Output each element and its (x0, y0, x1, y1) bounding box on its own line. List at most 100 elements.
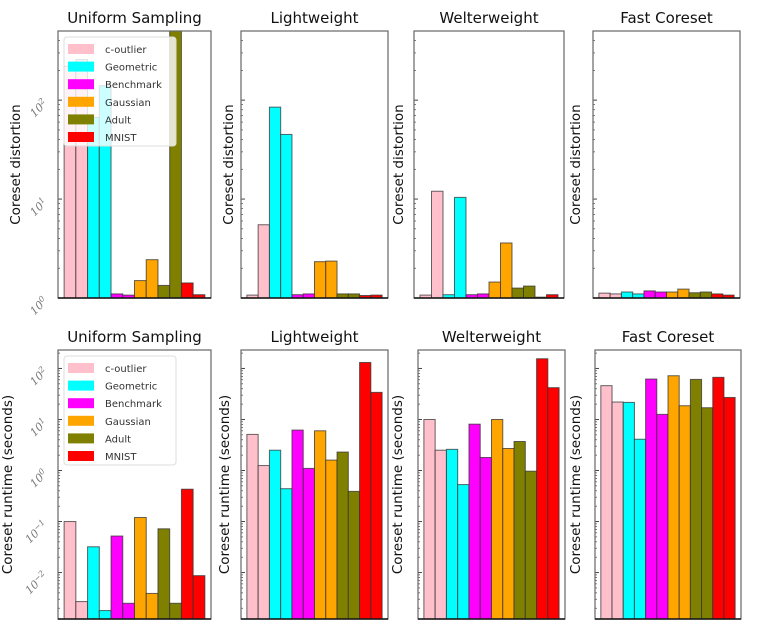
bar-c-outlier-2 (257, 465, 270, 619)
bar-mnist-1 (180, 282, 194, 298)
bar-c-outlier-2 (257, 224, 270, 298)
legend-swatch-c-outlier (68, 363, 94, 373)
tick-exponent: 1 (37, 195, 47, 205)
bar-benchmark-2 (656, 413, 669, 619)
y-axis-label: Coreset distortion (221, 104, 237, 225)
bar-benchmark-1 (110, 535, 124, 619)
bar-mnist-2 (546, 294, 559, 298)
bar-gaussian-1 (667, 375, 680, 619)
bar-adult-1 (688, 292, 701, 298)
bar-c-outlier-1 (423, 418, 436, 619)
legend-label: Geometric (105, 382, 157, 393)
subplot-4: Uniform Sampling Coreset runtime (seconds… (0, 328, 212, 620)
bar-geometric-2 (457, 484, 470, 619)
bar-geometric-1 (87, 546, 100, 619)
bar-adult-2 (701, 407, 714, 619)
bar-mnist-1 (359, 361, 372, 619)
subplot-7: Fast Coreset Coreset runtime (seconds) (568, 328, 742, 620)
bar-gaussian-2 (678, 405, 691, 619)
bar-mnist-2 (547, 387, 560, 619)
y-axis-label: Coreset runtime (seconds) (217, 395, 233, 574)
bar-adult-2 (347, 490, 361, 619)
tick-exponent: 2 (36, 96, 47, 107)
legend-label: Benchmark (105, 399, 162, 410)
bar-mnist-2 (722, 294, 735, 298)
bar-gaussian-1 (666, 291, 679, 298)
bar-geometric-2 (280, 488, 293, 619)
axes-frame (592, 30, 741, 299)
bar-adult-1 (513, 441, 526, 619)
subplot-title: Fast Coreset (622, 328, 715, 346)
bar-c-outlier-2 (431, 190, 444, 298)
bar-mnist-2 (192, 294, 206, 298)
bar-c-outlier-1 (246, 433, 259, 619)
bar-benchmark-1 (291, 429, 304, 619)
bar-gaussian-2 (502, 447, 515, 619)
bar-benchmark-2 (122, 602, 135, 619)
bar-adult-2 (169, 31, 182, 298)
subplot-title: Lightweight (270, 328, 358, 346)
legend-label: MNIST (105, 133, 137, 144)
legend-swatch-gaussian (68, 415, 94, 426)
y-axis-label: Coreset distortion (391, 104, 407, 225)
bar-geometric-1 (268, 449, 282, 619)
bar-geometric-2 (454, 196, 467, 298)
bar-gaussian-2 (145, 259, 159, 298)
legend-swatch-c-outlier (68, 44, 94, 54)
bar-adult-1 (157, 284, 171, 298)
tick-exponent: 2 (36, 365, 47, 376)
legend-swatch-benchmark (68, 398, 94, 409)
bar-mnist-1 (712, 376, 725, 619)
bar-geometric-2 (280, 133, 293, 298)
bar-mnist-2 (370, 391, 383, 619)
legend-label: Gaussian (105, 417, 151, 428)
bar-gaussian-1 (134, 516, 147, 619)
y-tick-label: 101 (27, 416, 50, 439)
legend-label: Adult (105, 434, 131, 445)
y-tick-label: 100 (27, 467, 50, 490)
bar-adult-2 (699, 291, 713, 298)
bar-gaussian-1 (314, 430, 327, 619)
bar-c-outlier-1 (598, 292, 611, 298)
bar-gaussian-1 (488, 281, 501, 298)
bar-adult-2 (524, 470, 538, 619)
bar-geometric-2 (633, 438, 647, 619)
bar-gaussian-1 (134, 280, 147, 298)
bar-c-outlier-1 (600, 385, 613, 619)
bar-gaussian-2 (325, 459, 338, 619)
y-axis-label: Coreset distortion (568, 104, 584, 225)
y-axis-label: Coreset distortion (8, 104, 24, 225)
bar-mnist-1 (180, 488, 194, 619)
legend-label: MNIST (105, 452, 137, 463)
y-tick-label: 10−2 (22, 569, 50, 597)
subplot-3: Fast Coreset Coreset distortion (568, 9, 741, 299)
y-axis-label: Coreset runtime (seconds) (568, 395, 584, 574)
legend-swatch-adult (68, 433, 94, 444)
bar-adult-2 (169, 602, 182, 619)
y-tick-label: 102 (27, 96, 50, 119)
y-tick-label: 101 (27, 195, 50, 218)
bar-mnist-2 (370, 294, 383, 298)
bar-geometric-1 (622, 401, 635, 619)
bar-c-outlier-2 (75, 601, 89, 619)
bar-gaussian-1 (314, 261, 327, 298)
bar-geometric-1 (445, 448, 459, 619)
bar-adult-1 (689, 378, 703, 619)
y-tick-label: 102 (27, 365, 50, 388)
bar-mnist-2 (723, 396, 736, 619)
bar-gaussian-2 (325, 260, 338, 298)
subplot-1: Lightweight Coreset distortion (221, 9, 389, 299)
legend-swatch-geometric (68, 61, 94, 72)
legend-swatch-adult (68, 114, 94, 125)
bar-adult-2 (523, 285, 536, 298)
bar-geometric-1 (268, 106, 282, 298)
legend-swatch-mnist (68, 451, 94, 461)
y-axis-label: Coreset runtime (seconds) (390, 395, 406, 574)
legend-swatch-mnist (68, 132, 94, 142)
subplot-6: Welterweight Coreset runtime (seconds) (390, 328, 566, 620)
subplot-5: Lightweight Coreset runtime (seconds) (217, 328, 389, 620)
subplot-title: Fast Coreset (620, 9, 713, 27)
bar-mnist-2 (192, 575, 206, 619)
bar-geometric-1 (620, 291, 634, 298)
bar-benchmark-2 (479, 456, 493, 619)
